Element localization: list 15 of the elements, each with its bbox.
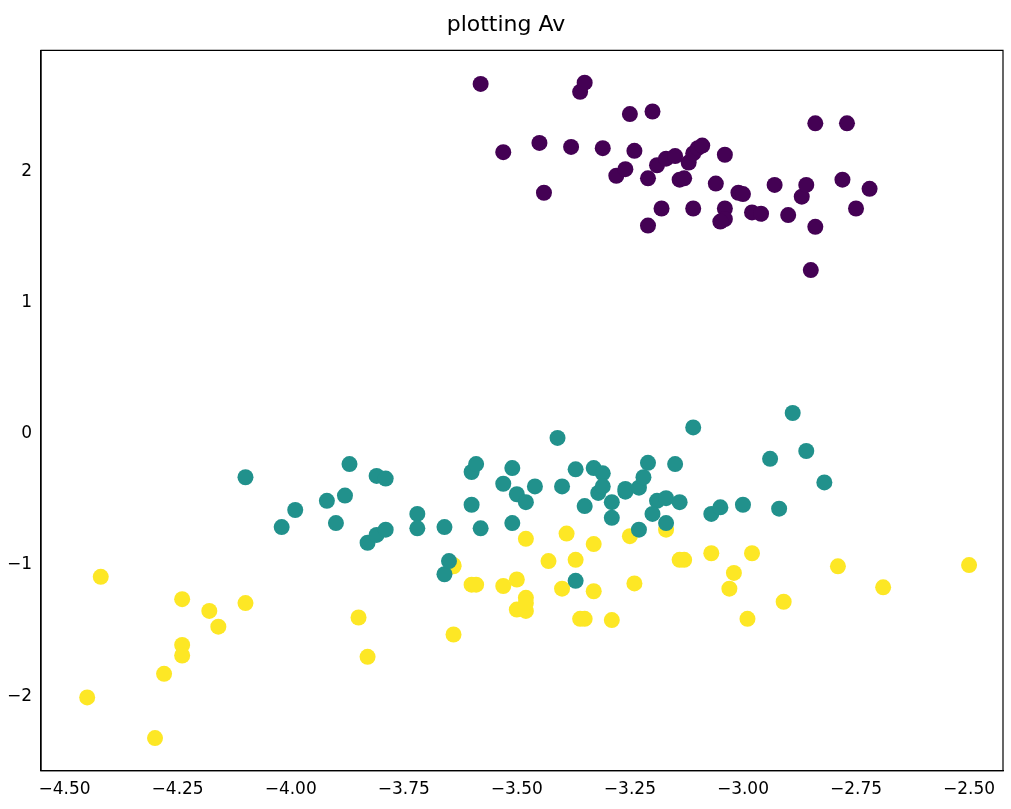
x-tick-label: −2.75: [829, 778, 883, 799]
y-tick-label: 0: [21, 422, 33, 443]
y-tick-label: −2: [7, 684, 33, 705]
y-tick-label: 2: [21, 160, 33, 181]
x-tick-label: −4.00: [264, 778, 317, 799]
x-tick-label: −2.50: [943, 778, 996, 799]
x-tick-label: −3.25: [603, 778, 656, 799]
chart-title: plotting Av: [446, 10, 566, 36]
x-tick-label: −3.50: [490, 778, 543, 799]
y-tick-label: 1: [21, 291, 33, 312]
y-tick-label: −1: [7, 553, 33, 574]
x-tick-label: −4.50: [38, 778, 91, 799]
x-tick-label: −3.00: [716, 778, 770, 799]
x-tick-label: −4.25: [151, 778, 204, 799]
x-tick-label: −3.75: [377, 778, 430, 799]
